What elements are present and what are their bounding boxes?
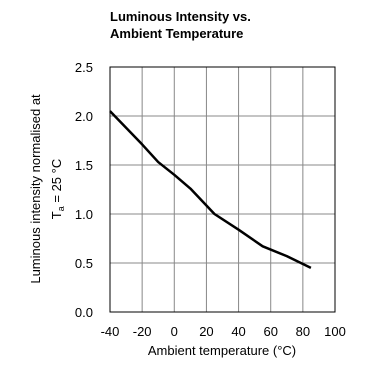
plot-area: [109, 66, 336, 313]
y-tick-label: 1.5: [75, 158, 93, 173]
y-tick-label: 1.0: [75, 207, 93, 222]
x-tick-label: -20: [133, 324, 152, 339]
chart-title: Luminous Intensity vs. Ambient Temperatu…: [110, 8, 310, 42]
series-line: [109, 110, 312, 270]
y-tick-label: 0.5: [75, 256, 93, 271]
x-tick-label: 20: [199, 324, 213, 339]
x-tick-labels: -40 -20 0 20 40 60 80 100: [101, 324, 346, 339]
x-tick-label: 100: [324, 324, 346, 339]
y-axis-label-t: T: [49, 211, 64, 219]
x-tick-label: 0: [171, 324, 178, 339]
y-axis-label-line-1: Luminous intensity normalised at: [28, 94, 43, 284]
y-tick-labels: 0.0 0.5 1.0 1.5 2.0 2.5: [75, 60, 93, 320]
y-tick-label: 2.0: [75, 109, 93, 124]
series-lines: [109, 110, 312, 270]
x-axis-label: Ambient temperature (°C): [148, 343, 296, 358]
x-tick-label: 40: [231, 324, 245, 339]
y-axis-label-line-2: Ta = 25 °C: [49, 159, 66, 219]
grid-lines: [110, 67, 335, 312]
chart-title-line-2: Ambient Temperature: [110, 26, 244, 41]
x-tick-label: 80: [296, 324, 310, 339]
y-axis-label-sub: a: [56, 206, 66, 211]
y-tick-label: 2.5: [75, 60, 93, 75]
y-tick-label: 0.0: [75, 305, 93, 320]
y-axis-label-suffix: = 25 °C: [49, 159, 64, 206]
y-axis-label: Luminous intensity normalised at Ta = 25…: [28, 94, 66, 284]
chart-title-line-1: Luminous Intensity vs.: [110, 9, 251, 24]
x-tick-label: 60: [263, 324, 277, 339]
x-tick-label: -40: [101, 324, 120, 339]
